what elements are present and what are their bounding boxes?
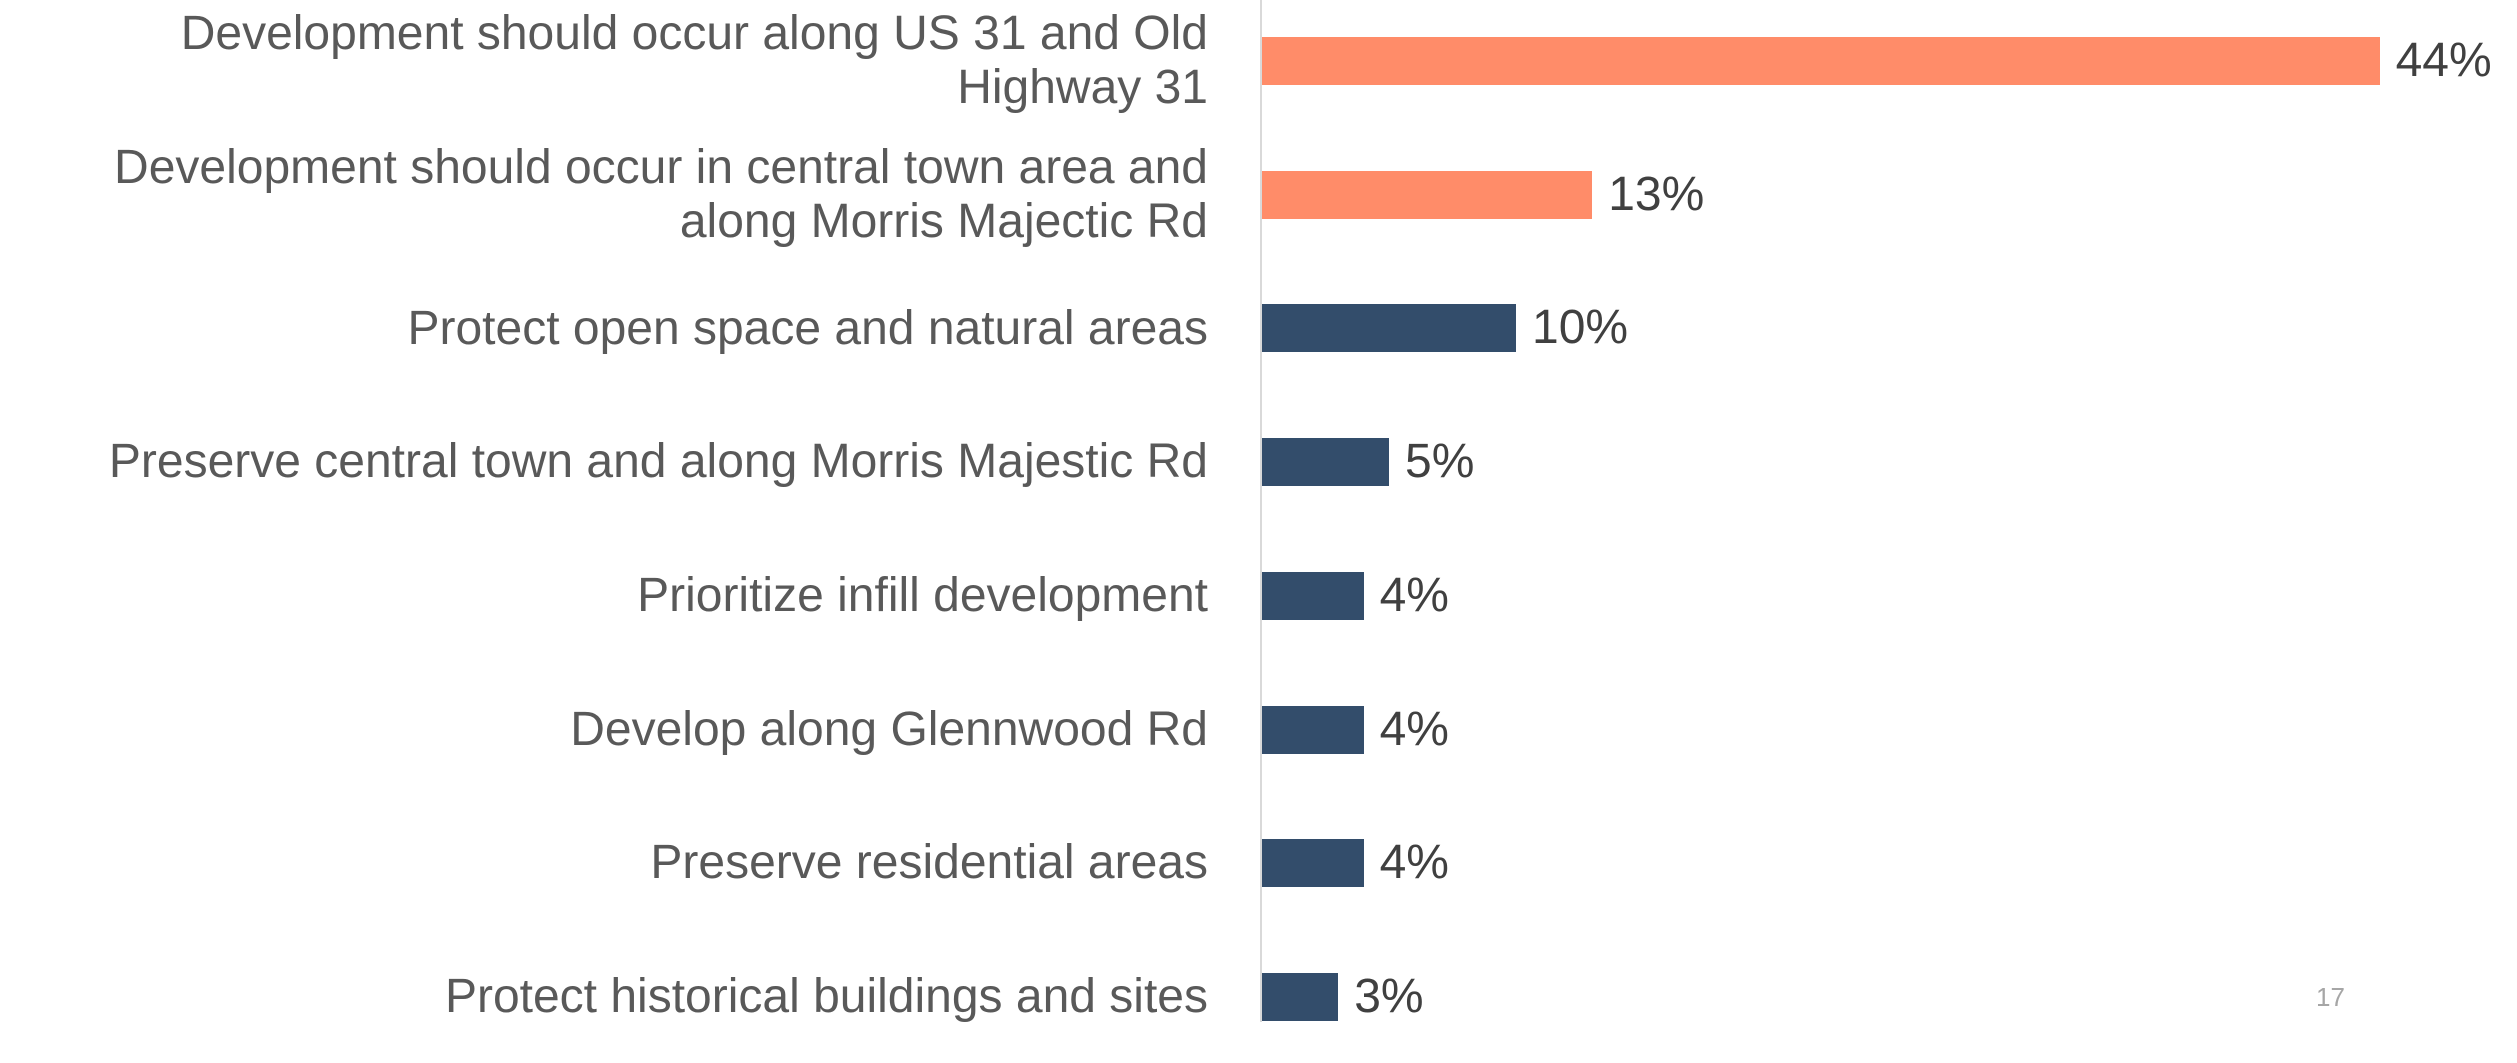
category-label: Preserve residential areas bbox=[0, 797, 1208, 929]
bar bbox=[1262, 37, 2380, 85]
page-number: 17 bbox=[2316, 982, 2345, 1012]
data-label: 10% bbox=[1532, 301, 1629, 355]
data-label: 13% bbox=[1608, 167, 1705, 221]
bar bbox=[1262, 170, 1593, 219]
axis-line bbox=[1260, 0, 1262, 1022]
category-text: Protect historical buildings and sites bbox=[444, 970, 1208, 1024]
category-text: Development should occur along US 31 and… bbox=[180, 7, 1208, 114]
bar bbox=[1262, 972, 1339, 1021]
category-text: Development should occur in central town… bbox=[114, 140, 1208, 248]
category-label: Protect historical buildings and sites bbox=[0, 931, 1208, 1063]
category-label: Preserve central town and along Morris M… bbox=[0, 396, 1208, 528]
page: {"chart_data": {"type": "bar", "orientat… bbox=[0, 0, 2492, 1024]
category-text: Preserve residential areas bbox=[650, 836, 1208, 890]
chart: 17 44% Development should occur along US … bbox=[0, 0, 2492, 1023]
data-label: 4% bbox=[1379, 568, 1449, 622]
category-label: Develop along Glennwood Rd bbox=[0, 664, 1208, 796]
data-label: 4% bbox=[1379, 702, 1449, 756]
category-label: Protect open space and natural areas bbox=[0, 262, 1208, 394]
category-text: Develop along Glennwood Rd bbox=[570, 702, 1208, 756]
data-label: 3% bbox=[1354, 969, 1424, 1023]
category-text: Protect open space and natural areas bbox=[407, 301, 1208, 355]
bar bbox=[1262, 705, 1364, 754]
data-label: 5% bbox=[1405, 435, 1475, 489]
bar bbox=[1262, 839, 1364, 888]
category-text: Prioritize infill development bbox=[637, 568, 1208, 622]
category-label: Development should occur in central town… bbox=[0, 129, 1208, 261]
bar bbox=[1262, 571, 1364, 620]
data-label: 4% bbox=[1379, 836, 1449, 890]
data-label: 44% bbox=[2395, 34, 2492, 87]
category-text: Preserve central town and along Morris M… bbox=[108, 435, 1208, 489]
bar bbox=[1262, 438, 1389, 487]
category-label: Development should occur along US 31 and… bbox=[0, 0, 1208, 127]
category-label: Prioritize infill development bbox=[0, 530, 1208, 662]
bar bbox=[1262, 304, 1516, 353]
